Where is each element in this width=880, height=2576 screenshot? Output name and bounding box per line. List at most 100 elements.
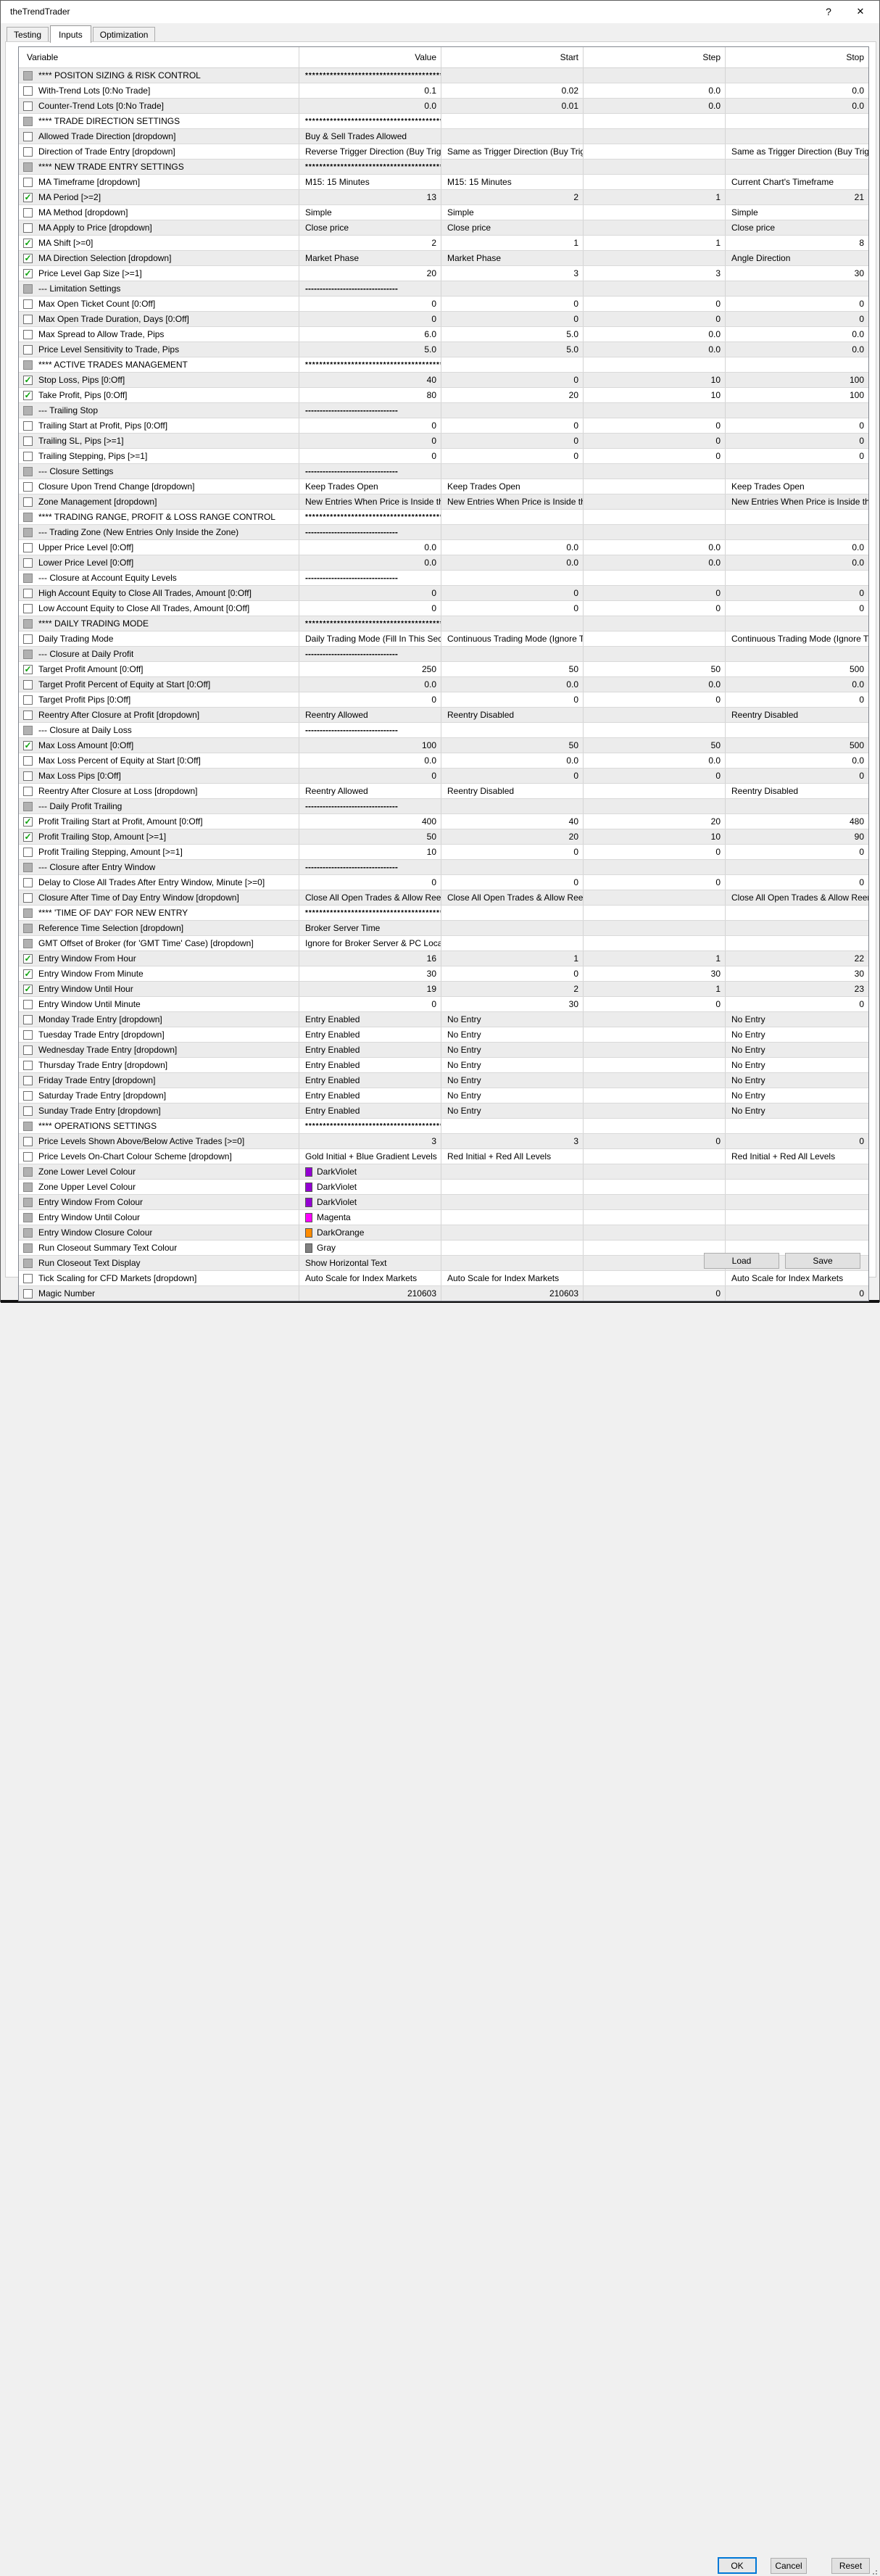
stop-cell[interactable]: 23 (725, 982, 868, 996)
stop-cell[interactable] (725, 1180, 868, 1194)
unchecked-checkbox-icon[interactable] (23, 481, 33, 492)
start-cell[interactable]: 0 (441, 966, 583, 981)
table-row[interactable]: Target Profit Percent of Equity at Start… (19, 677, 868, 692)
start-cell[interactable] (441, 464, 583, 479)
start-cell[interactable]: No Entry (441, 1027, 583, 1042)
stop-cell[interactable] (725, 1119, 868, 1133)
step-cell[interactable]: 0.0 (583, 540, 725, 555)
value-cell[interactable]: ****************************************… (299, 616, 441, 631)
step-cell[interactable]: 10 (583, 388, 725, 402)
value-cell[interactable]: 0 (299, 449, 441, 463)
unchecked-checkbox-icon[interactable] (23, 299, 33, 309)
value-cell[interactable]: ****************************************… (299, 1119, 441, 1133)
step-cell[interactable] (583, 631, 725, 646)
table-row[interactable]: Low Account Equity to Close All Trades, … (19, 601, 868, 616)
stop-cell[interactable] (725, 571, 868, 585)
step-cell[interactable]: 3 (583, 266, 725, 281)
step-cell[interactable]: 0.0 (583, 555, 725, 570)
stop-cell[interactable]: Continuous Trading Mode (Ignore This... (725, 631, 868, 646)
table-row[interactable]: **** NEW TRADE ENTRY SETTINGS ***********… (19, 160, 868, 175)
checked-checkbox-icon[interactable]: ✓ (23, 953, 33, 964)
step-cell[interactable] (583, 281, 725, 296)
step-cell[interactable] (583, 220, 725, 235)
start-cell[interactable] (441, 357, 583, 372)
stop-cell[interactable]: 0 (725, 434, 868, 448)
start-cell[interactable]: 40 (441, 814, 583, 829)
table-row[interactable]: ✓ MA Direction Selection [dropdown] Market… (19, 251, 868, 266)
checked-checkbox-icon[interactable]: ✓ (23, 389, 33, 400)
start-cell[interactable]: No Entry (441, 1043, 583, 1057)
start-cell[interactable] (441, 571, 583, 585)
table-row[interactable]: MA Method [dropdown] Simple Simple Simple (19, 205, 868, 220)
value-cell[interactable]: 0.0 (299, 753, 441, 768)
value-cell[interactable]: 0.1 (299, 83, 441, 98)
step-cell[interactable] (583, 1073, 725, 1088)
value-cell[interactable]: 19 (299, 982, 441, 996)
step-cell[interactable] (583, 921, 725, 935)
start-cell[interactable] (441, 129, 583, 144)
value-cell[interactable]: DarkViolet (299, 1195, 441, 1209)
value-cell[interactable]: 10 (299, 845, 441, 859)
step-cell[interactable]: 0 (583, 845, 725, 859)
value-cell[interactable]: 100 (299, 738, 441, 753)
stop-cell[interactable]: 8 (725, 236, 868, 250)
step-cell[interactable]: 0 (583, 418, 725, 433)
table-row[interactable]: Magic Number 210603 210603 0 0 (19, 1286, 868, 1301)
value-cell[interactable]: Daily Trading Mode (Fill In This Sectio.… (299, 631, 441, 646)
stop-cell[interactable]: 0 (725, 418, 868, 433)
table-row[interactable]: Target Profit Pips [0:Off] 0 0 0 0 (19, 692, 868, 708)
stop-cell[interactable]: 500 (725, 662, 868, 676)
start-cell[interactable]: 0 (441, 769, 583, 783)
unchecked-checkbox-icon[interactable] (23, 847, 33, 857)
start-cell[interactable] (441, 616, 583, 631)
step-cell[interactable] (583, 175, 725, 189)
value-cell[interactable]: 16 (299, 951, 441, 966)
step-cell[interactable] (583, 1058, 725, 1072)
table-row[interactable]: ✓ Entry Window Until Hour 19 2 1 23 (19, 982, 868, 997)
stop-cell[interactable]: 0.0 (725, 99, 868, 113)
stop-cell[interactable] (725, 357, 868, 372)
value-cell[interactable]: 80 (299, 388, 441, 402)
table-row[interactable]: **** OPERATIONS SETTINGS ****************… (19, 1119, 868, 1134)
start-cell[interactable] (441, 68, 583, 83)
start-cell[interactable]: No Entry (441, 1103, 583, 1118)
table-row[interactable]: **** TRADE DIRECTION SETTINGS ***********… (19, 114, 868, 129)
start-cell[interactable]: Auto Scale for Index Markets (441, 1271, 583, 1285)
table-row[interactable]: Closure After Time of Day Entry Window [… (19, 890, 868, 906)
stop-cell[interactable]: 30 (725, 966, 868, 981)
start-cell[interactable]: 210603 (441, 1286, 583, 1301)
value-cell[interactable]: 210603 (299, 1286, 441, 1301)
stop-cell[interactable]: 0 (725, 312, 868, 326)
stop-cell[interactable] (725, 1241, 868, 1255)
tab-testing[interactable]: Testing (7, 27, 49, 42)
step-cell[interactable] (583, 1103, 725, 1118)
stop-cell[interactable]: 0 (725, 297, 868, 311)
value-cell[interactable]: 50 (299, 829, 441, 844)
value-cell[interactable]: 0 (299, 418, 441, 433)
step-cell[interactable] (583, 936, 725, 951)
start-cell[interactable] (441, 160, 583, 174)
start-cell[interactable] (441, 1180, 583, 1194)
value-cell[interactable]: Close All Open Trades & Allow Reentry (299, 890, 441, 905)
step-cell[interactable] (583, 799, 725, 813)
value-cell[interactable]: Auto Scale for Index Markets (299, 1271, 441, 1285)
unchecked-checkbox-icon[interactable] (23, 177, 33, 187)
stop-cell[interactable]: No Entry (725, 1073, 868, 1088)
table-row[interactable]: GMT Offset of Broker (for 'GMT Time' Cas… (19, 936, 868, 951)
start-cell[interactable]: 0 (441, 845, 583, 859)
start-cell[interactable]: No Entry (441, 1012, 583, 1027)
stop-cell[interactable]: Close All Open Trades & Allow Reentry (725, 890, 868, 905)
table-row[interactable]: Trailing SL, Pips [>=1] 0 0 0 0 (19, 434, 868, 449)
start-cell[interactable] (441, 936, 583, 951)
value-cell[interactable]: -------------------------------- (299, 860, 441, 874)
stop-cell[interactable]: Auto Scale for Index Markets (725, 1271, 868, 1285)
value-cell[interactable]: Keep Trades Open (299, 479, 441, 494)
stop-cell[interactable] (725, 281, 868, 296)
step-cell[interactable]: 0 (583, 692, 725, 707)
step-cell[interactable] (583, 708, 725, 722)
stop-cell[interactable]: 0 (725, 875, 868, 890)
value-cell[interactable]: 250 (299, 662, 441, 676)
table-row[interactable]: ✓ MA Shift [>=0] 2 1 1 8 (19, 236, 868, 251)
table-row[interactable]: Closure Upon Trend Change [dropdown] Keep… (19, 479, 868, 494)
stop-cell[interactable]: 0 (725, 692, 868, 707)
